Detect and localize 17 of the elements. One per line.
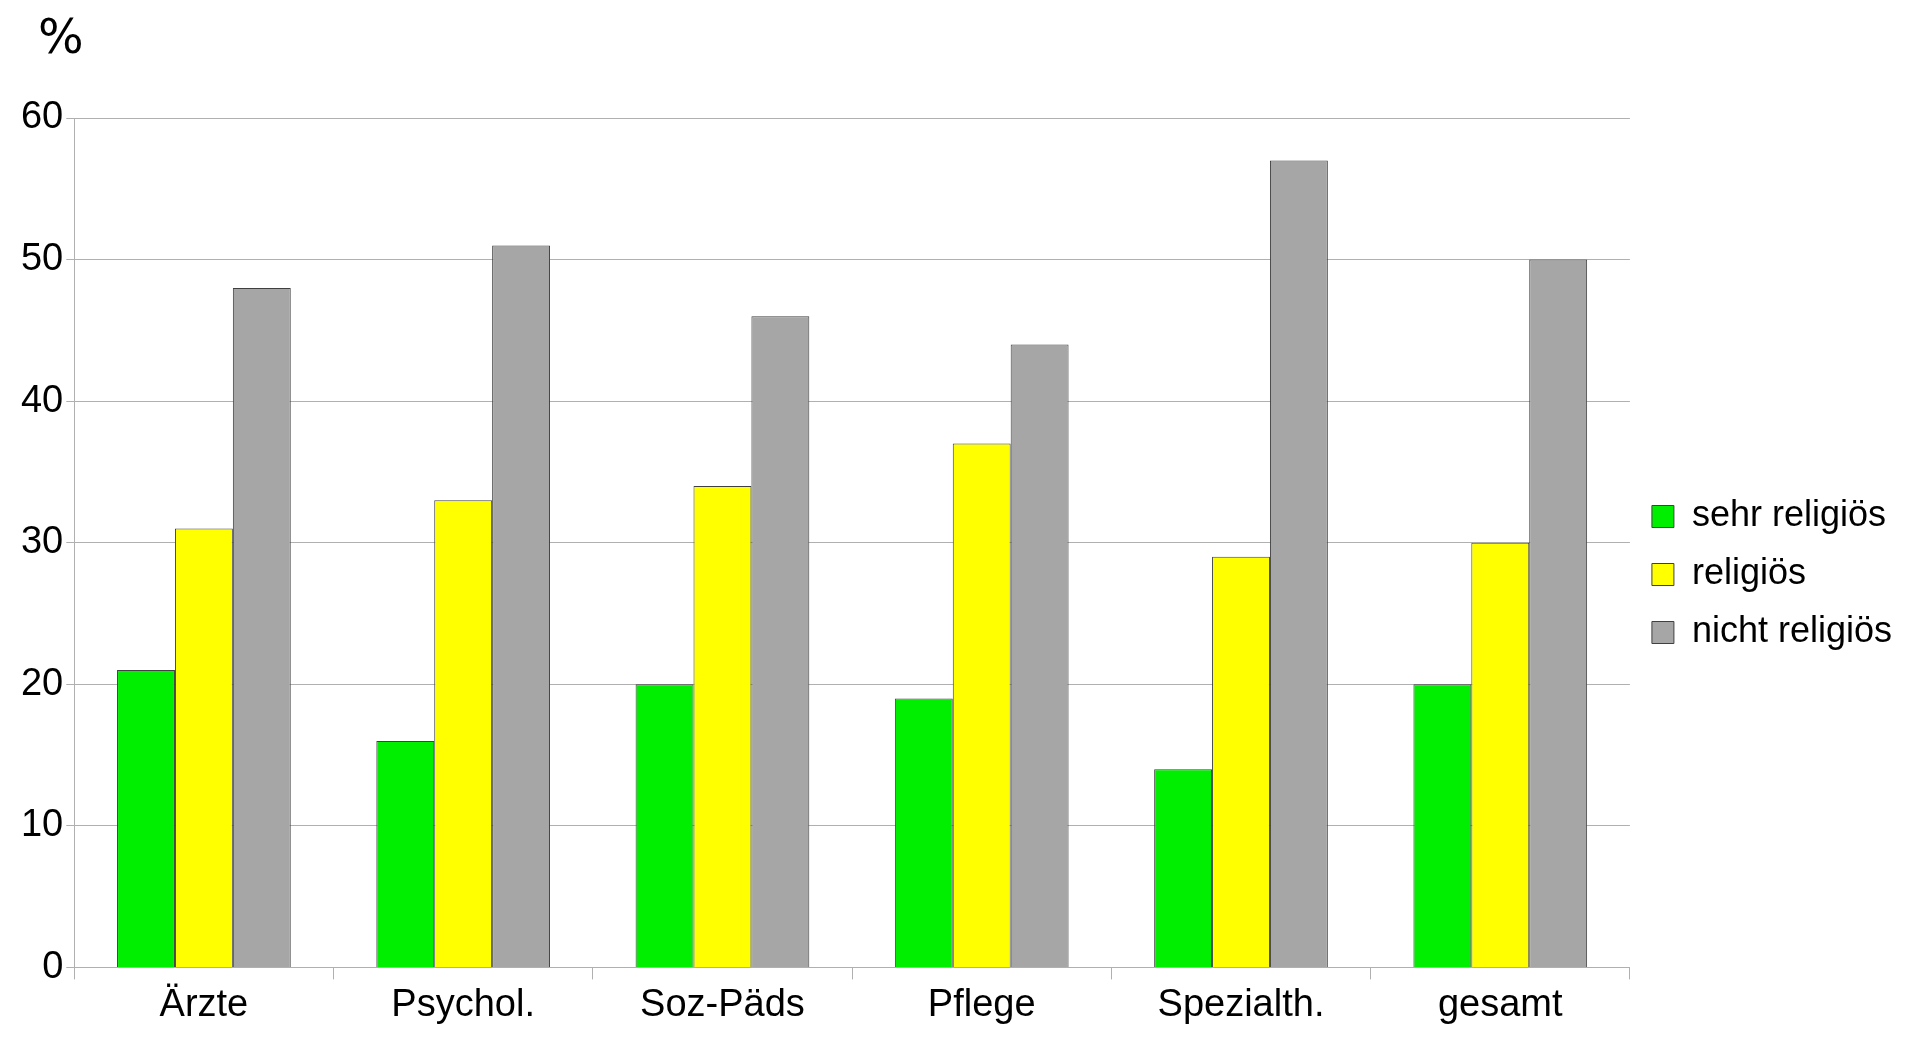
y-tick-label: 30 [20,519,64,562]
x-tick-label: gesamt [1437,981,1564,1024]
y-tick-label: 0 [42,943,64,986]
y-tick-label: 20 [20,660,64,703]
x-tick-label: Soz-Päds [640,981,805,1024]
y-tick-label: 60 [20,94,64,137]
legend-label: nicht religiös [1691,609,1892,651]
legend-label: sehr religiös [1691,493,1886,535]
x-tick-label: Pflege [927,981,1036,1024]
x-tick-label: Ärzte [159,981,249,1024]
x-tick-label: Psychol. [391,981,535,1024]
y-tick-label: 50 [20,236,64,279]
legend-label: religiös [1691,551,1806,593]
y-axis-title: % [38,8,84,64]
y-tick-label: 10 [20,802,64,845]
y-tick-label: 40 [20,377,64,420]
x-tick-label: Spezialth. [1157,981,1325,1024]
